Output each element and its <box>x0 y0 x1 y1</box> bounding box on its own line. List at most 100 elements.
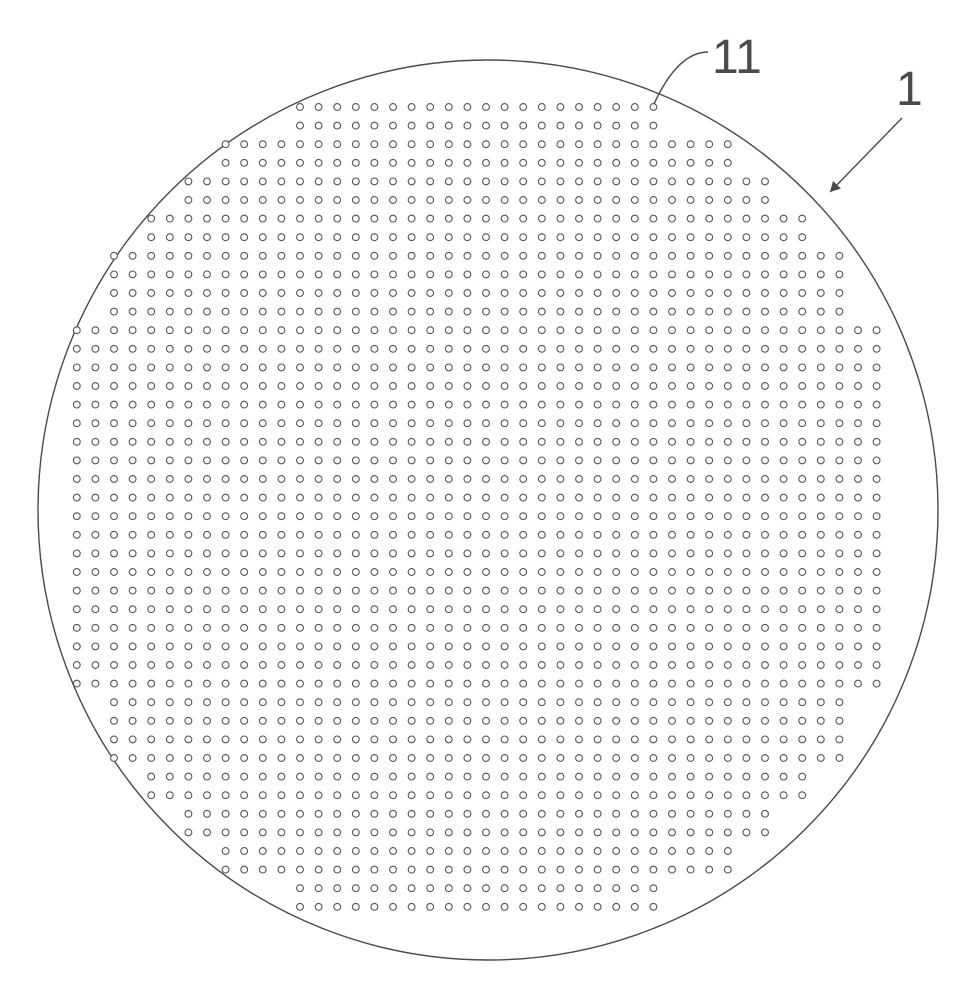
grid-dot <box>297 122 304 129</box>
grid-dot <box>501 513 508 520</box>
grid-dot <box>408 494 415 501</box>
grid-dot <box>222 829 229 836</box>
grid-dot <box>594 141 601 148</box>
grid-dot <box>669 736 676 743</box>
grid-dot <box>315 848 322 855</box>
grid-dot <box>538 141 545 148</box>
grid-dot <box>427 829 434 836</box>
grid-dot <box>780 680 787 687</box>
grid-dot <box>594 755 601 762</box>
grid-dot <box>520 829 527 836</box>
grid-dot <box>557 457 564 464</box>
grid-dot <box>390 178 397 185</box>
grid-dot <box>464 606 471 613</box>
grid-dot <box>259 327 266 334</box>
grid-dot <box>687 197 694 204</box>
grid-dot <box>762 513 769 520</box>
grid-dot <box>613 829 620 836</box>
grid-dot <box>650 643 657 650</box>
grid-dot <box>799 773 806 780</box>
grid-dot <box>464 327 471 334</box>
grid-dot <box>427 420 434 427</box>
grid-dot <box>129 345 136 352</box>
grid-dot <box>799 438 806 445</box>
grid-dot <box>334 550 341 557</box>
grid-dot <box>334 271 341 278</box>
grid-dot <box>464 810 471 817</box>
grid-dot <box>297 717 304 724</box>
grid-dot <box>613 848 620 855</box>
grid-dot <box>855 345 862 352</box>
grid-dot <box>352 643 359 650</box>
grid-dot <box>576 476 583 483</box>
grid-dot <box>315 773 322 780</box>
grid-dot <box>111 717 118 724</box>
grid-dot <box>241 662 248 669</box>
grid-dot <box>278 569 285 576</box>
grid-dot <box>724 178 731 185</box>
grid-dot <box>334 569 341 576</box>
grid-dot <box>185 290 192 297</box>
grid-dot <box>538 810 545 817</box>
grid-dot <box>92 531 99 538</box>
grid-dot <box>148 531 155 538</box>
grid-dot <box>241 308 248 315</box>
grid-dot <box>594 476 601 483</box>
grid-dot <box>334 531 341 538</box>
grid-dot <box>222 643 229 650</box>
grid-dot <box>594 122 601 129</box>
grid-dot <box>222 159 229 166</box>
grid-dot <box>762 755 769 762</box>
grid-dot <box>204 438 211 445</box>
grid-dot <box>334 401 341 408</box>
grid-dot <box>427 624 434 631</box>
grid-dot <box>185 773 192 780</box>
grid-dot <box>222 606 229 613</box>
grid-dot <box>594 438 601 445</box>
grid-dot <box>166 569 173 576</box>
grid-dot <box>873 680 880 687</box>
grid-dot <box>427 104 434 111</box>
grid-dot <box>817 699 824 706</box>
grid-dot <box>352 699 359 706</box>
grid-dot <box>73 550 80 557</box>
grid-dot <box>334 643 341 650</box>
grid-dot <box>427 457 434 464</box>
grid-dot <box>222 755 229 762</box>
grid-dot <box>259 755 266 762</box>
grid-dot <box>650 513 657 520</box>
grid-dot <box>538 401 545 408</box>
grid-dot <box>445 699 452 706</box>
grid-dot <box>631 141 638 148</box>
grid-dot <box>222 773 229 780</box>
grid-dot <box>111 550 118 557</box>
grid-dot <box>501 141 508 148</box>
grid-dot <box>650 104 657 111</box>
grid-dot <box>297 494 304 501</box>
grid-dot <box>222 848 229 855</box>
grid-dot <box>222 662 229 669</box>
grid-dot <box>166 736 173 743</box>
grid-dot <box>204 513 211 520</box>
grid-dot <box>297 197 304 204</box>
grid-dot <box>687 290 694 297</box>
grid-dot <box>222 420 229 427</box>
grid-dot <box>166 755 173 762</box>
grid-dot <box>408 159 415 166</box>
grid-dot <box>297 159 304 166</box>
grid-dot <box>483 457 490 464</box>
grid-dot <box>166 438 173 445</box>
grid-dot <box>855 606 862 613</box>
grid-dot <box>557 792 564 799</box>
grid-dot <box>278 587 285 594</box>
grid-dot <box>836 699 843 706</box>
grid-dot <box>706 680 713 687</box>
grid-dot <box>762 178 769 185</box>
grid-dot <box>538 606 545 613</box>
grid-dot <box>297 773 304 780</box>
grid-dot <box>315 308 322 315</box>
grid-dot <box>631 308 638 315</box>
grid-dot <box>92 606 99 613</box>
grid-dot <box>520 327 527 334</box>
grid-dot <box>390 308 397 315</box>
